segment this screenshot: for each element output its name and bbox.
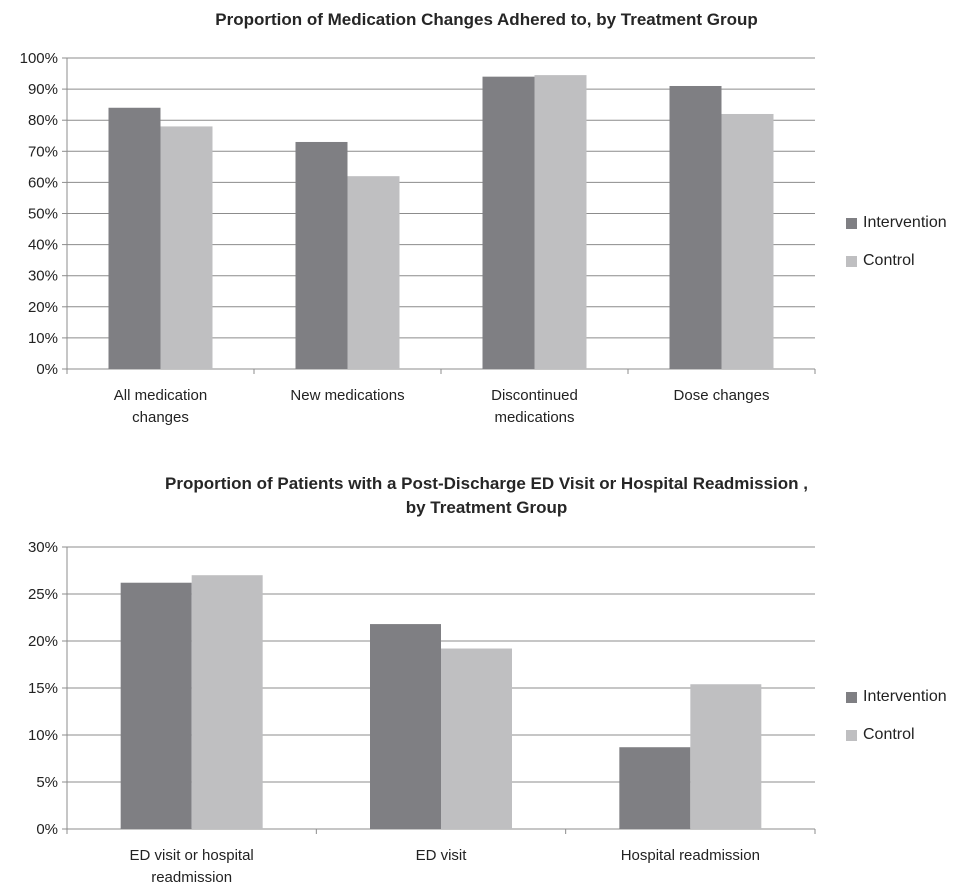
bar-control: [191, 575, 263, 829]
y-tick-label: 80%: [28, 112, 58, 129]
legend-item-intervention: Intervention: [846, 212, 947, 234]
legend-label-intervention: Intervention: [863, 214, 947, 231]
bar-intervention: [108, 107, 161, 369]
y-tick-label: 20%: [28, 633, 58, 650]
y-tick-label: 10%: [28, 330, 58, 347]
chart-title-line-1: Proportion of Patients with a Post-Disch…: [165, 474, 808, 493]
y-tick-label: 0%: [36, 361, 58, 378]
legend-swatch-intervention: [846, 217, 857, 229]
bar-intervention: [295, 141, 348, 369]
legend-swatch-control: [846, 255, 857, 267]
y-tick-label: 0%: [36, 821, 58, 838]
bar-control: [160, 126, 213, 369]
legend-item-control: Control: [846, 724, 947, 746]
bar-intervention: [370, 624, 441, 829]
bar-intervention: [482, 76, 535, 369]
legend: Intervention Control: [846, 212, 947, 288]
chart-plot: 0% 5% 10% 15% 20% 25% 30% ED visit or hospital r…: [28, 539, 816, 886]
y-tick-label: 70%: [28, 143, 58, 160]
bar-intervention: [669, 85, 722, 370]
y-tick-label: 15%: [28, 680, 58, 697]
chart-title-text: Proportion of Medication Changes Adhered…: [215, 10, 758, 29]
chart-title-line-2: by Treatment Group: [405, 498, 568, 517]
y-tick-label: 50%: [28, 206, 58, 223]
legend-swatch-intervention: [846, 691, 857, 703]
x-category-label: Hospital readmission: [621, 847, 760, 864]
x-category-label: ED visit: [416, 847, 468, 864]
x-category-label: Discontinued: [491, 387, 578, 404]
y-tick-label: 20%: [28, 299, 58, 316]
legend-label-intervention: Intervention: [863, 688, 947, 705]
legend-label-control: Control: [863, 252, 915, 269]
legend-item-control: Control: [846, 250, 947, 272]
bar-control: [534, 75, 587, 369]
y-tick-label: 40%: [28, 237, 58, 254]
x-category-label: medications: [494, 409, 574, 426]
chart-title: Proportion of Medication Changes Adhered…: [0, 8, 973, 32]
chart-title: Proportion of Patients with a Post-Disch…: [0, 472, 973, 520]
bar-control: [441, 648, 512, 829]
x-category-label: readmission: [151, 869, 232, 886]
y-tick-label: 90%: [28, 81, 58, 98]
y-tick-label: 30%: [28, 539, 58, 556]
legend-item-intervention: Intervention: [846, 686, 947, 708]
x-category-label: All medication: [114, 387, 207, 404]
chart-plot: 0% 10% 20% 30% 40% 50% 60% 70% 80% 90% 100% All med…: [20, 50, 816, 426]
x-category-label: changes: [132, 409, 189, 426]
bar-control: [721, 113, 774, 369]
y-tick-label: 10%: [28, 727, 58, 744]
y-tick-label: 100%: [20, 50, 58, 67]
legend: Intervention Control: [846, 686, 947, 762]
x-category-label: ED visit or hospital: [130, 847, 254, 864]
bar-intervention: [619, 747, 691, 829]
x-category-label: New medications: [290, 387, 404, 404]
medication-adherence-chart: Proportion of Medication Changes Adhered…: [0, 0, 973, 440]
y-tick-label: 60%: [28, 174, 58, 191]
bar-control: [347, 176, 400, 369]
legend-label-control: Control: [863, 726, 915, 743]
legend-swatch-control: [846, 729, 857, 741]
bar-intervention: [120, 582, 192, 829]
bar-control: [690, 684, 762, 829]
x-category-label: Dose changes: [674, 387, 770, 404]
y-tick-label: 5%: [36, 774, 58, 791]
y-tick-label: 30%: [28, 268, 58, 285]
ed-visit-readmission-chart: Proportion of Patients with a Post-Disch…: [0, 462, 973, 891]
y-tick-label: 25%: [28, 586, 58, 603]
